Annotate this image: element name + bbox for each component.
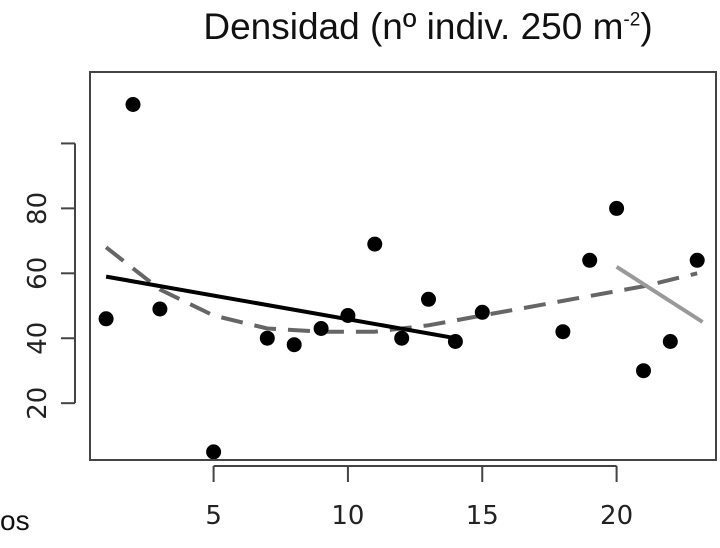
data-point-15	[582, 252, 598, 268]
y-tick-label: 20	[23, 387, 53, 420]
x-axis: 5 10 15 20	[205, 465, 633, 531]
cropped-text-fragment: os	[0, 505, 30, 536]
x-tick-label: 5	[205, 501, 222, 531]
y-tick-label: 80	[23, 192, 53, 225]
y-axis: 20 40 60 80	[23, 142, 76, 420]
x-tick-label: 10	[331, 501, 364, 531]
plot-box	[89, 71, 717, 461]
data-point-11	[421, 291, 436, 307]
data-point-8	[340, 308, 356, 323]
data-point-19	[689, 252, 705, 268]
data-point-18	[662, 334, 678, 349]
data-point-12	[447, 334, 463, 349]
data-point-13	[474, 304, 490, 320]
data-point-3	[152, 301, 168, 317]
data-point-5	[259, 330, 275, 346]
data-point-17	[636, 363, 651, 379]
y-tick-label: 40	[23, 322, 53, 355]
data-point-4	[206, 444, 222, 460]
data-points	[98, 97, 705, 460]
fit-line-2-solid	[105, 274, 456, 341]
data-point-10	[394, 330, 410, 346]
x-tick-label: 15	[466, 501, 499, 531]
data-point-7	[313, 321, 329, 336]
data-point-9	[367, 236, 383, 252]
data-point-14	[555, 324, 571, 340]
fit-line-1-dashed	[104, 245, 698, 334]
data-point-2	[125, 97, 141, 112]
chart-title-superscript: -2	[623, 9, 641, 31]
y-tick-label: 60	[23, 257, 53, 290]
fit-lines	[104, 245, 704, 341]
x-tick-label: 20	[600, 501, 633, 531]
chart-title-close: )	[640, 6, 653, 47]
data-point-1	[98, 311, 114, 327]
chart-title: Densidad (nº indiv. 250 m-2)	[148, 6, 708, 48]
chart-title-main: Densidad (nº indiv. 250 m	[203, 6, 624, 47]
data-point-16	[609, 200, 625, 216]
data-point-6	[286, 337, 302, 353]
fit-line-3-solid	[615, 265, 704, 324]
